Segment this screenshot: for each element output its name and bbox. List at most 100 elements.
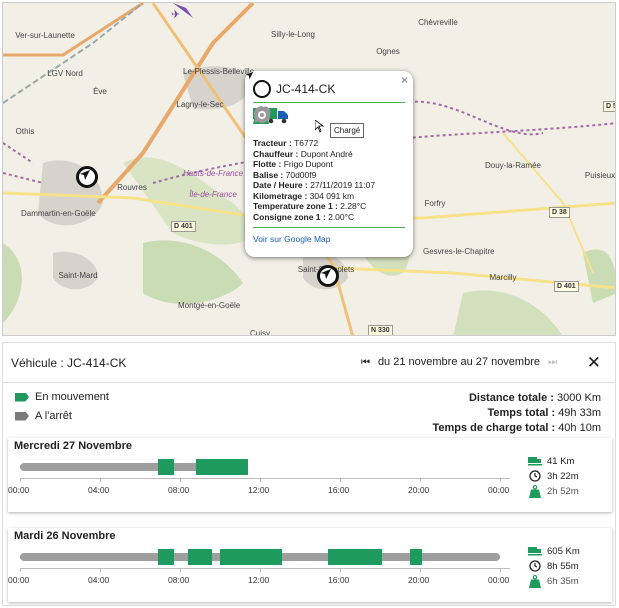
close-icon[interactable]: ✕ [586,353,601,372]
clock-icon [528,560,542,572]
info-value: 27/11/2019 11:07 [310,180,376,190]
day-stat-value: 8h 55m [547,560,579,572]
place-label: Puisieux [584,171,616,180]
weight-loaded-icon [528,484,542,498]
moving-segment[interactable] [328,549,382,565]
panel-header: Véhicule : JC-414-CK ⏮ du 21 novembre au… [3,343,615,383]
info-label: Temperature zone 1 : [253,201,341,211]
place-label: Le-Plessis-Belleville [183,67,255,76]
axis-tick [180,478,181,482]
google-map-link[interactable]: Voir sur Google Map [253,234,331,244]
tooltip: Chargé [330,123,365,138]
vehicle-popup: × JC-414-CK Chargé Tracteur : T6772 Chauf… [245,71,413,257]
place-label: Saint-Mard [58,271,98,280]
axis-tick-label: 08:00 [168,575,190,585]
truck-icon [528,545,542,557]
info-row: Temperature zone 1 : 2.28°C [253,201,405,212]
place-label: LGV Nord [47,69,83,78]
map-view[interactable]: ✈ Ver-sur-Launette Silly-le-Long Chèvrevil… [2,2,616,336]
navigation-arrow-icon [80,170,90,180]
moving-segment[interactable] [220,549,282,565]
place-label: Rouvres [117,183,147,192]
vehicle-marker[interactable] [317,265,339,287]
day-stat: 2h 52m [528,484,579,498]
place-label: Chèvreville [418,18,458,27]
total-row: Distance totale : 3000 Km [432,391,601,406]
tire-icon[interactable] [253,106,271,124]
vehicle-marker[interactable] [76,166,98,188]
axis-tick-label: 12:00 [248,575,270,585]
legend-moving-label: En mouvement [35,391,109,403]
history-panel: Véhicule : JC-414-CK ⏮ du 21 novembre au… [2,342,616,606]
info-row: Date / Heure : 27/11/2019 11:07 [253,180,405,191]
info-value: Frigo Dupont [283,159,333,169]
info-label: Date / Heure : [253,180,311,190]
moving-segment[interactable] [196,459,248,475]
info-value: 70d00f9 [285,169,317,180]
total-label: Temps de charge total : [432,422,559,434]
info-label: Tracteur : [253,138,295,148]
info-value: Dupont André [300,148,353,159]
day-stat-value: 2h 52m [547,485,579,497]
info-label: Consigne zone 1 : [253,211,329,222]
day-stat-value: 6h 35m [547,575,579,587]
status-icons: Chargé [253,106,405,138]
axis-tick-label: 04:00 [88,485,110,495]
axis-tick-label: 12:00 [248,485,270,495]
road-label: D 38 [549,207,570,218]
place-label: Lagny-le-Sec [176,100,224,109]
axis-tick-label: 08:00 [168,485,190,495]
info-value: 2.00°C [328,211,355,222]
place-label: Othis [15,127,35,136]
axis-tick-label: 00:00 [488,485,510,495]
road-label: D 401 [554,281,579,292]
clock-icon [528,470,542,482]
place-label: Gesvres-le-Chapitre [423,247,495,256]
axis-tick [20,568,21,572]
axis-tick-label: 20:00 [408,485,430,495]
navigation-arrow-icon [321,269,331,279]
place-label: Montgé-en-Goële [178,301,241,310]
total-row: Temps total : 49h 33m [432,406,601,421]
axis-tick-label: 00:00 [8,485,30,495]
stop-bar[interactable] [20,463,230,471]
legend-stopped-label: A l'arrêt [35,410,72,422]
place-label: Île-de-France [189,190,237,199]
day-title: Mardi 26 Novembre [14,530,116,542]
moving-segment[interactable] [158,549,174,565]
axis-tick [100,478,101,482]
time-axis [20,478,510,479]
weight-loaded-icon [528,574,542,588]
skip-next-icon[interactable]: ⏭ [548,356,557,368]
close-icon[interactable]: × [400,73,408,87]
tag-icon [15,411,29,421]
road-label: D 401 [171,221,196,232]
day-stat: 3h 22m [528,470,579,482]
axis-tick [260,478,261,482]
road-label: N 330 [368,325,393,335]
info-row: Balise : 70d00f9 [253,170,405,181]
skip-previous-icon[interactable]: ⏮ [360,356,370,368]
total-value: 3000 Km [556,392,601,404]
axis-tick [500,568,501,572]
moving-segment[interactable] [188,549,212,565]
popup-info: Tracteur : T6772 Chauffeur : Dupont André… [253,138,405,222]
total-row: Temps de charge total : 40h 10m [432,421,601,436]
axis-tick-label: 04:00 [88,575,110,585]
axis-tick-label: 00:00 [8,575,30,585]
day-timeline: Mardi 26 Novembre 00:00 04:00 08:00 12:00 16:… [8,528,612,602]
axis-tick [420,478,421,482]
place-label: Hauts-de-France [183,169,244,178]
info-row: Tracteur : T6772 [253,138,405,149]
axis-tick-label: 00:00 [488,575,510,585]
axis-tick [20,478,21,482]
axis-tick-label: 16:00 [328,485,350,495]
moving-segment[interactable] [410,549,422,565]
axis-tick-label: 16:00 [328,575,350,585]
moving-segment[interactable] [158,459,174,475]
day-stat: 605 Km [528,545,580,557]
info-label: Chauffeur : [253,148,301,159]
airport-icon: ✈ [171,9,181,21]
total-value: 40h 10m [558,422,601,434]
place-label: Douy-la-Ramée [484,161,542,170]
